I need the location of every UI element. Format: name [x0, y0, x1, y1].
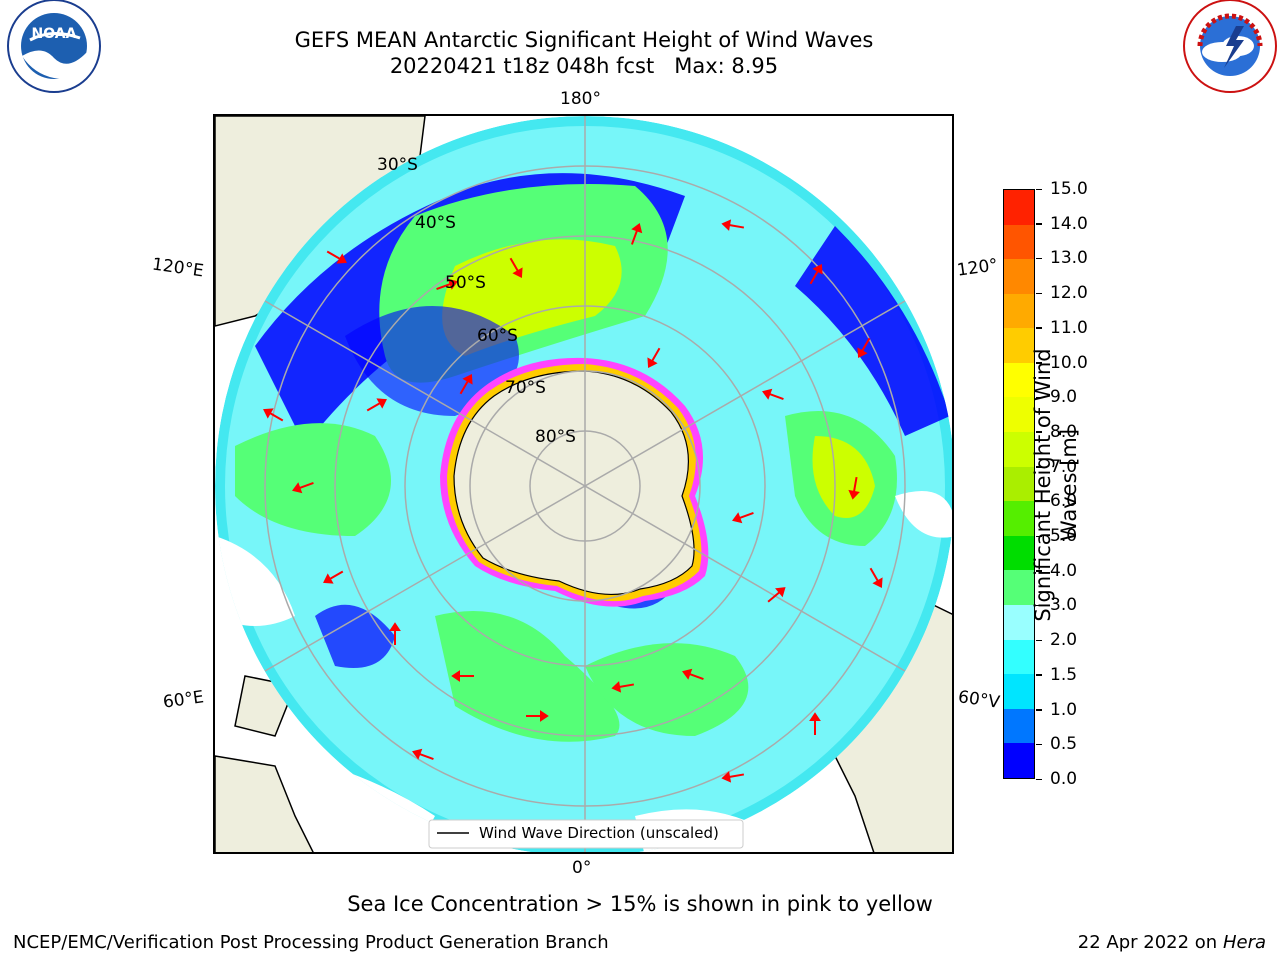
- colorbar-tick-label: 5.0: [1050, 526, 1078, 547]
- wind-wave-arrows: [263, 219, 883, 783]
- footer-left: NCEP/EMC/Verification Post Processing Pr…: [13, 932, 609, 953]
- colorbar-tick-label: 15.0: [1050, 179, 1088, 199]
- colorbar-segments: [1004, 189, 1034, 778]
- colorbar-segment: [1004, 293, 1034, 329]
- colorbar-tick-label: 9.0: [1050, 387, 1078, 408]
- sea-ice-note: Sea Ice Concentration > 15% is shown in …: [347, 892, 933, 916]
- colorbar-label: Significant Height of Wind Waves [m]: [1031, 348, 1081, 622]
- colorbar-tick-mark: [1036, 257, 1042, 260]
- colorbar-tick-mark: [1036, 292, 1042, 295]
- colorbar-tick-label: 0.0: [1050, 769, 1078, 789]
- colorbar-segment: [1004, 570, 1034, 606]
- colorbar-tick-mark: [1036, 778, 1042, 780]
- lat-label-40s: 40°S: [415, 213, 456, 233]
- colorbar-segment: [1004, 189, 1034, 225]
- lat-label-80s: 80°S: [535, 427, 576, 447]
- lon-label-60e: 60°E: [161, 687, 206, 713]
- antarctica-land: [453, 370, 695, 596]
- colorbar-tick-label: 4.0: [1050, 560, 1078, 581]
- colorbar-tick-mark: [1036, 466, 1042, 468]
- colorbar-ticks: 0.0 0.5 1.0 1.5 2.0 3.0 4.0 5.0 6.0 7.0 8.0 9.0 10.0…: [1036, 180, 1096, 788]
- lon-label-0: 0°: [572, 858, 592, 878]
- map-panel: 30°S 40°S 50°S 60°S 70°S 80°S Wind Wave …: [213, 114, 954, 854]
- colorbar-tick-mark: [1036, 362, 1042, 364]
- lon-label-120w: 120°: [955, 255, 1000, 281]
- lat-label-70s: 70°S: [505, 378, 546, 398]
- colorbar-tick-mark: [1036, 327, 1042, 329]
- colorbar-segment: [1004, 535, 1034, 571]
- colorbar-segment: [1004, 466, 1034, 502]
- colorbar-segment: [1004, 605, 1034, 640]
- lon-label-180: 180°: [560, 89, 601, 109]
- colorbar-tick-mark: [1036, 535, 1042, 538]
- colorbar-tick-mark: [1036, 223, 1042, 225]
- colorbar-segment: [1004, 328, 1034, 363]
- colorbar-tick-mark: [1036, 674, 1042, 676]
- colorbar-tick-label: 11.0: [1050, 317, 1088, 338]
- colorbar-segment: [1004, 362, 1034, 398]
- colorbar-tick-label: 14.0: [1050, 213, 1088, 234]
- lat-label-60s: 60°S: [477, 326, 518, 346]
- footer-right: 22 Apr 2022 on Hera: [1078, 932, 1266, 953]
- lon-label-60w: 60°V: [956, 687, 1001, 713]
- map-graticule: [215, 116, 952, 852]
- colorbar-tick-label: 1.0: [1050, 699, 1078, 720]
- colorbar-tick-mark: [1036, 743, 1042, 746]
- colorbar-tick-label: 8.0: [1050, 421, 1078, 442]
- colorbar-tick-label: 1.5: [1050, 664, 1078, 685]
- footer-date: 22 Apr 2022 on: [1077, 932, 1223, 953]
- colorbar-segment: [1004, 501, 1034, 536]
- colorbar-tick-label: 2.0: [1050, 630, 1078, 651]
- lat-label-50s: 50°S: [445, 273, 486, 293]
- colorbar-tick-mark: [1036, 188, 1042, 190]
- africa-land: [215, 755, 314, 852]
- colorbar-tick-mark: [1036, 500, 1042, 503]
- colorbar-tick-label: 3.0: [1050, 595, 1078, 616]
- colorbar-tick-label: 13.0: [1050, 248, 1088, 269]
- map-legend-label: Wind Wave Direction (unscaled): [479, 824, 719, 842]
- colorbar-segment: [1004, 639, 1034, 675]
- colorbar-segment: [1004, 224, 1034, 260]
- colorbar-tick-label: 6.0: [1050, 491, 1078, 512]
- nws-logo: [1178, 0, 1280, 104]
- map-legend: Wind Wave Direction (unscaled): [428, 819, 744, 849]
- colorbar-tick-label: 0.5: [1050, 734, 1078, 755]
- map-svg: 30°S 40°S 50°S 60°S 70°S 80°S Wind Wave …: [215, 116, 952, 852]
- colorbar-tick-mark: [1036, 396, 1042, 399]
- noaa-logo-text: NOAA: [32, 26, 77, 42]
- colorbar-tick-mark: [1036, 431, 1042, 433]
- chart-subtitle: 20220421 t18z 048h fcst Max: 8.95: [389, 54, 779, 78]
- colorbar-tick-mark: [1036, 604, 1042, 607]
- colorbar-segment: [1004, 432, 1034, 467]
- lon-label-120e: 120°E: [150, 254, 205, 282]
- colorbar: [1003, 189, 1035, 779]
- colorbar-tick-mark: [1036, 570, 1042, 572]
- noaa-logo: NOAA: [2, 0, 106, 104]
- footer-host: Hera: [1222, 932, 1266, 953]
- colorbar-tick-label: 12.0: [1050, 283, 1088, 304]
- colorbar-tick-label: 7.0: [1050, 456, 1078, 477]
- chart-title: GEFS MEAN Antarctic Significant Height o…: [294, 28, 874, 52]
- colorbar-tick-mark: [1036, 639, 1042, 642]
- colorbar-segment: [1004, 674, 1034, 709]
- lat-label-30s: 30°S: [377, 155, 418, 175]
- colorbar-segment: [1004, 259, 1034, 294]
- colorbar-segment: [1004, 708, 1034, 744]
- colorbar-tick-mark: [1036, 709, 1042, 711]
- colorbar-segment: [1004, 397, 1034, 433]
- colorbar-segment: [1004, 743, 1034, 778]
- colorbar-tick-label: 10.0: [1050, 352, 1088, 373]
